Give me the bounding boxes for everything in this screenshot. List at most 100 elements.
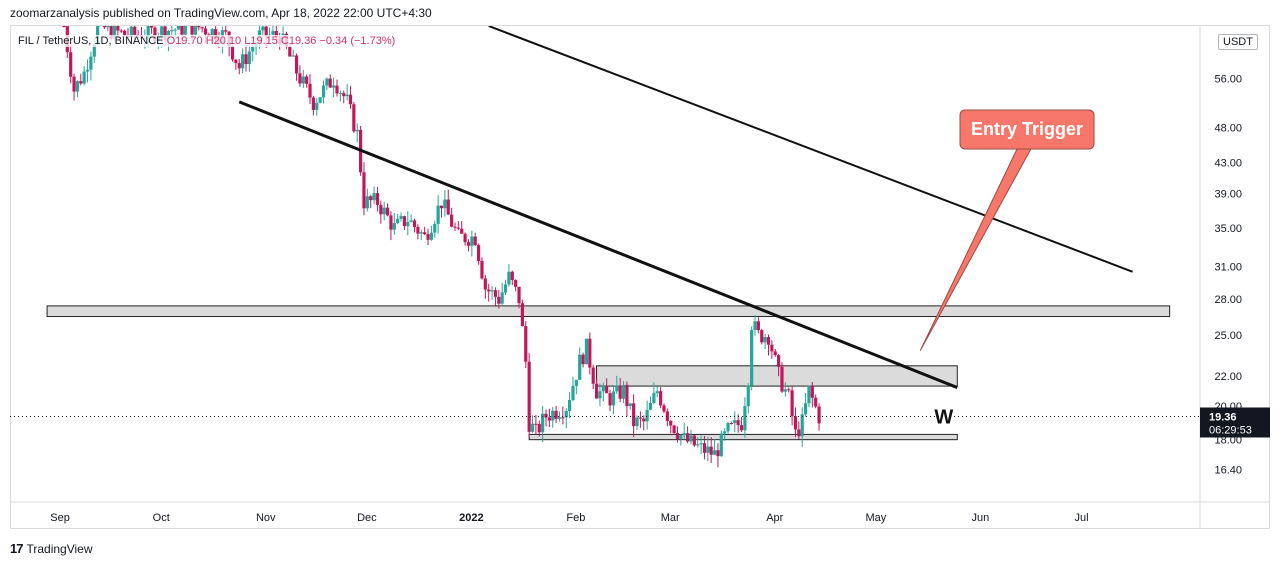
candle-body [702, 443, 707, 453]
candle-body [719, 433, 723, 457]
candle-body [490, 290, 494, 292]
candle-body [92, 43, 96, 57]
candle-body [594, 383, 599, 399]
candle-body [251, 47, 255, 52]
candle-body [99, 18, 102, 23]
candle-body [561, 417, 565, 419]
candle-body [119, 30, 123, 32]
candle-body [224, 30, 228, 32]
candle-body [726, 423, 730, 432]
candle-body [271, 31, 275, 35]
candle-body [163, 26, 167, 40]
zone-mid-zone [596, 365, 958, 387]
candle-body [679, 435, 683, 439]
candle-body [739, 425, 744, 431]
candle-body [338, 93, 342, 95]
candle-body [689, 435, 693, 442]
currency-button[interactable]: USDT [1218, 34, 1258, 50]
price-tick-label: 43.00 [1214, 157, 1242, 169]
candle-body [797, 429, 801, 437]
time-tick-label: Feb [566, 512, 585, 524]
price-tick-label: 31.00 [1214, 262, 1242, 274]
candle-body [160, 26, 164, 37]
candle-body [473, 236, 477, 246]
candle-body [352, 104, 356, 132]
candle-body [605, 385, 609, 394]
candle-body [487, 289, 491, 292]
candle-body [450, 214, 454, 227]
time-tick-label: May [865, 512, 886, 524]
candle-body [541, 413, 545, 433]
candle-body [817, 406, 821, 424]
candle-body [96, 26, 100, 44]
candle-body [672, 425, 676, 434]
candle-body [342, 93, 346, 97]
candle-body [514, 280, 518, 287]
candle-body [662, 405, 666, 412]
candle-body [770, 344, 774, 352]
candle-body [675, 433, 680, 439]
time-tick-label: 2022 [459, 512, 483, 524]
footer-brand[interactable]: 17 TradingView [10, 541, 93, 556]
last-price-value: 19.36 [1209, 411, 1237, 423]
symbol-label: FIL / TetherUS, 1D, BINANCE [18, 35, 164, 47]
candle-body [520, 303, 525, 327]
axes: 16.4018.0020.0022.0025.0028.0031.0035.00… [50, 35, 1270, 524]
candle-body [736, 420, 740, 426]
candle-body [153, 27, 157, 42]
w-pattern-label: W [934, 406, 953, 428]
candle-body [615, 385, 619, 392]
candle-body [180, 26, 184, 35]
candle-body [193, 26, 198, 35]
candle-body [510, 271, 514, 281]
candle-body [146, 26, 150, 38]
price-tick-label: 56.00 [1214, 73, 1242, 85]
candle-body [760, 330, 764, 343]
candle-body [264, 26, 268, 37]
candles [62, 18, 821, 468]
candle-body [787, 389, 791, 391]
candle-body [244, 54, 248, 65]
candle-body [123, 30, 127, 36]
candle-body [396, 218, 400, 224]
candle-body [460, 228, 464, 234]
candle-body [682, 433, 686, 436]
candle-body [685, 433, 690, 442]
candle-body [571, 385, 575, 401]
chart-frame [10, 25, 1270, 529]
brand-name: TradingView [26, 541, 93, 556]
candle-body [102, 26, 106, 28]
upper-descending-trendline [488, 26, 1133, 273]
candle-body [601, 385, 605, 392]
candle-body [308, 83, 312, 98]
candle-body [230, 46, 235, 60]
candle-body [379, 204, 383, 215]
candle-body [652, 393, 656, 403]
candle-body [203, 28, 208, 35]
candle-body [305, 76, 309, 84]
candle-body [315, 102, 319, 110]
candle-body [82, 71, 86, 84]
candle-body [517, 286, 521, 304]
ohlc-values: O19.70 H20.10 L19.15 C19.36 −0.34 (−1.73… [166, 35, 396, 47]
candle-body [793, 416, 798, 430]
candle-body [466, 242, 471, 246]
candle-body [591, 367, 595, 384]
price-tick-label: 48.00 [1214, 122, 1242, 134]
time-tick-label: Apr [766, 512, 783, 524]
zones [46, 305, 1171, 441]
candle-body [766, 337, 771, 345]
zone-support-zone [528, 433, 958, 441]
candle-body [476, 245, 481, 261]
time-tick-label: Nov [256, 512, 276, 524]
candle-body [321, 85, 326, 98]
candle-body [632, 403, 636, 427]
candle-body [109, 26, 113, 39]
candle-body [328, 78, 332, 88]
candle-body [574, 379, 578, 386]
candle-body [568, 400, 572, 411]
candle-body [551, 410, 555, 421]
candle-body [665, 411, 669, 421]
tradingview-logo-icon: 17 [10, 541, 24, 556]
